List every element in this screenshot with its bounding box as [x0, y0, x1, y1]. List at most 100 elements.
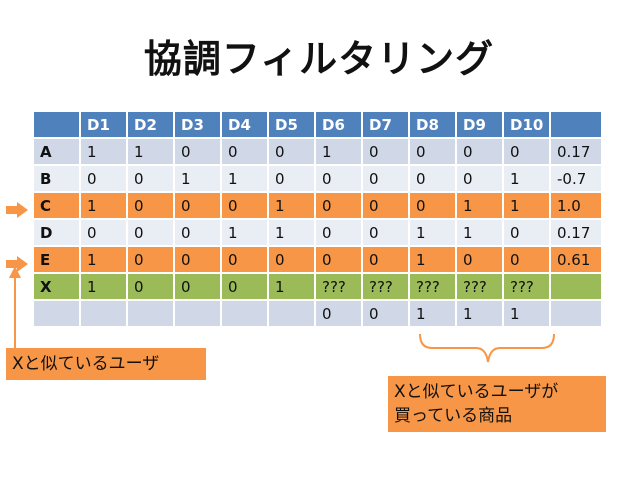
table-cell: 1	[175, 166, 220, 193]
table-cell	[128, 301, 173, 328]
row-label: C	[34, 193, 79, 220]
table-cell: 0	[316, 166, 361, 193]
arrow-right-icon	[6, 256, 28, 272]
table-cell: 1	[457, 301, 502, 328]
table-cell: 0	[175, 274, 220, 301]
column-header	[551, 112, 601, 139]
table-cell: 0	[457, 247, 502, 274]
table-cell: 0	[81, 220, 126, 247]
row-label: E	[34, 247, 79, 274]
table-cell: 0	[316, 247, 361, 274]
table-cell: 0	[269, 166, 314, 193]
table-cell: 1	[504, 166, 549, 193]
table-cell: 1	[128, 139, 173, 166]
row-label: X	[34, 274, 79, 301]
table-cell: 1	[81, 193, 126, 220]
similar-users-label: Xと似ているユーザ	[12, 354, 160, 374]
rating-table: D1 D2 D3 D4 D5 D6 D7 D8 D9 D10 A 1 1 0 0 0 1 0 0 0 0 0.17 B 0 0 1…	[32, 112, 603, 328]
table-cell: 1	[316, 139, 361, 166]
table-cell	[551, 274, 601, 301]
table-cell	[81, 301, 126, 328]
purchased-items-callout: Xと似ているユーザが 買っている商品	[388, 376, 606, 432]
column-header: D7	[363, 112, 408, 139]
table-header-row: D1 D2 D3 D4 D5 D6 D7 D8 D9 D10	[34, 112, 601, 139]
table-cell	[269, 301, 314, 328]
table-cell: 1	[81, 247, 126, 274]
table-cell: 0	[222, 193, 267, 220]
row-label: A	[34, 139, 79, 166]
table-cell: 0	[363, 139, 408, 166]
table-cell: 0	[175, 139, 220, 166]
table-cell: 0	[410, 166, 455, 193]
table-cell: 0	[128, 274, 173, 301]
table-cell: 1	[457, 220, 502, 247]
table-cell: 0	[128, 247, 173, 274]
table-cell: 0	[128, 166, 173, 193]
table-cell	[222, 301, 267, 328]
arrow-right-icon	[6, 202, 28, 218]
table-cell: 0	[128, 193, 173, 220]
table-cell: 1	[222, 166, 267, 193]
table-cell: 0.17	[551, 220, 601, 247]
table-cell: 1	[457, 193, 502, 220]
table-cell: ???	[457, 274, 502, 301]
column-header	[34, 112, 79, 139]
table-cell: -0.7	[551, 166, 601, 193]
table-cell: ???	[504, 274, 549, 301]
slide-title: 協調フィルタリング	[143, 37, 495, 81]
purchased-items-line2: 買っている商品	[394, 406, 513, 426]
table-cell: 0	[269, 247, 314, 274]
table-cell: 0	[316, 301, 361, 328]
table-cell: 1	[81, 274, 126, 301]
table-cell: 1	[410, 220, 455, 247]
table-cell: 1	[504, 301, 549, 328]
column-header: D6	[316, 112, 361, 139]
table-cell: 0	[269, 139, 314, 166]
table-row: B 0 0 1 1 0 0 0 0 0 1 -0.7	[34, 166, 601, 193]
table-cell	[551, 301, 601, 328]
row-label: B	[34, 166, 79, 193]
table-cell: 0	[222, 139, 267, 166]
table-cell: ???	[316, 274, 361, 301]
table-cell: 1	[410, 301, 455, 328]
table-cell: 1	[269, 274, 314, 301]
table-cell: 0	[222, 247, 267, 274]
purchased-items-line1: Xと似ているユーザが	[394, 382, 559, 402]
table-cell: 0.61	[551, 247, 601, 274]
table-cell: 1	[269, 220, 314, 247]
table-cell: 0	[410, 193, 455, 220]
table-cell: 0	[175, 193, 220, 220]
table-cell: 0	[363, 301, 408, 328]
column-header: D9	[457, 112, 502, 139]
column-header: D1	[81, 112, 126, 139]
table-cell: 0	[410, 139, 455, 166]
table-cell: 0	[316, 220, 361, 247]
column-header: D2	[128, 112, 173, 139]
table-row: E 1 0 0 0 0 0 0 1 0 0 0.61	[34, 247, 601, 274]
table-cell: 1	[504, 193, 549, 220]
table-cell	[175, 301, 220, 328]
table-cell: 0	[363, 220, 408, 247]
table-cell: 0	[363, 193, 408, 220]
table-row: A 1 1 0 0 0 1 0 0 0 0 0.17	[34, 139, 601, 166]
table-cell: 0	[504, 220, 549, 247]
table-cell: 0	[457, 139, 502, 166]
table-cell: 1	[410, 247, 455, 274]
column-header: D5	[269, 112, 314, 139]
table-cell: 0.17	[551, 139, 601, 166]
table-cell: 1.0	[551, 193, 601, 220]
column-header: D4	[222, 112, 267, 139]
table-cell: 0	[363, 166, 408, 193]
column-header: D3	[175, 112, 220, 139]
table-cell: 0	[175, 220, 220, 247]
table-cell: 0	[363, 247, 408, 274]
table-cell: 1	[269, 193, 314, 220]
column-header: D8	[410, 112, 455, 139]
table-cell: 1	[222, 220, 267, 247]
column-header: D10	[504, 112, 549, 139]
table-cell: 0	[457, 166, 502, 193]
table-cell: 0	[504, 247, 549, 274]
table-cell: 0	[504, 139, 549, 166]
